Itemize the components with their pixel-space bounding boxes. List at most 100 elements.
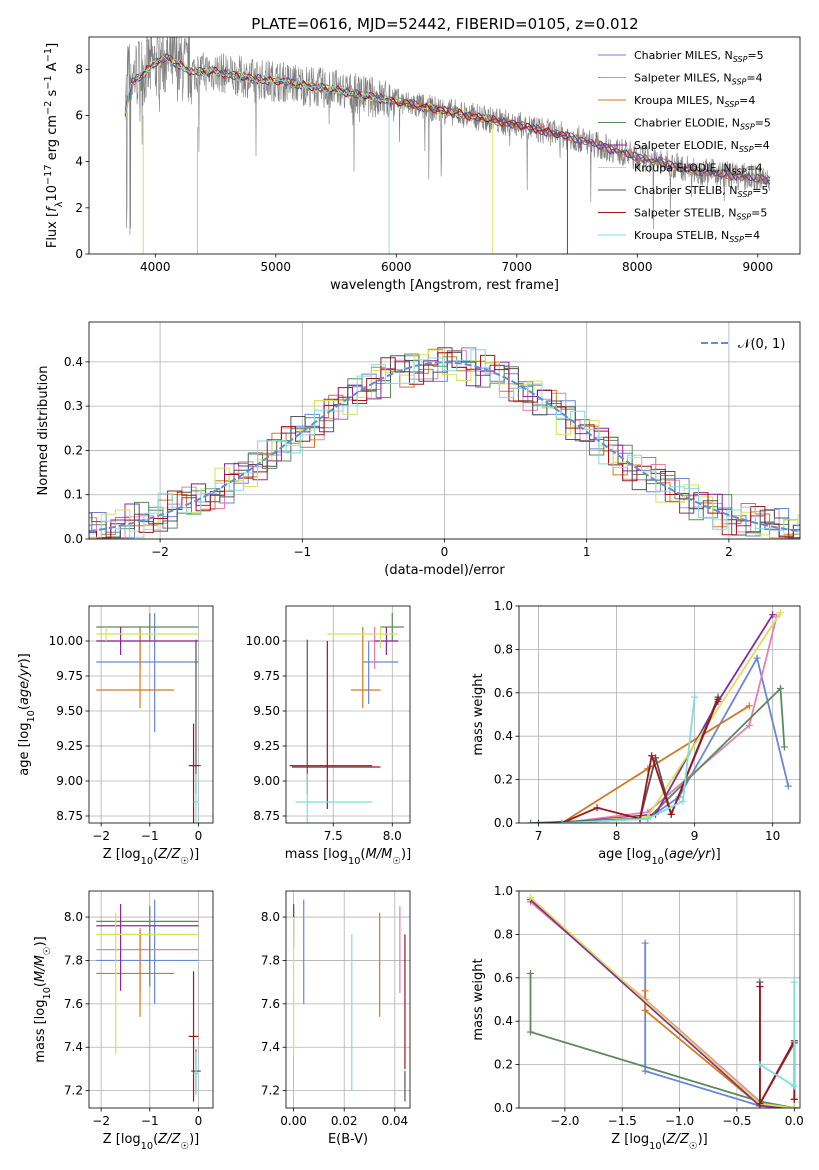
y-axis-label-part: M/M bbox=[33, 955, 48, 982]
errorbar-point bbox=[380, 613, 405, 641]
series-marker bbox=[526, 969, 534, 977]
legend-label-sub: SSP bbox=[724, 100, 739, 109]
y-tick-label: 4 bbox=[75, 155, 83, 169]
x-tick-label: 0.04 bbox=[381, 1114, 408, 1128]
y-tick-label: 0.2 bbox=[64, 443, 83, 457]
series-marker bbox=[535, 819, 543, 823]
y-axis-label-part: ] bbox=[45, 43, 60, 48]
x-axis-label-part: 10 bbox=[141, 1141, 153, 1152]
axes-border bbox=[88, 890, 214, 1109]
x-axis-label: Z [log10(Z/Z☉)] bbox=[103, 847, 200, 867]
errorbar-point bbox=[96, 899, 199, 1004]
axes-border bbox=[285, 890, 411, 1109]
series-marker bbox=[784, 782, 792, 790]
series-marker bbox=[526, 894, 534, 902]
x-axis-label-part: age/yr bbox=[669, 847, 712, 862]
y-tick-label: 9.00 bbox=[56, 774, 83, 788]
plot-area bbox=[89, 347, 800, 539]
series-marker bbox=[526, 1028, 534, 1036]
series-line bbox=[529, 973, 795, 1108]
series-marker bbox=[667, 810, 675, 818]
x-axis-label-part: ☉ bbox=[392, 856, 401, 867]
legend-label: Chabrier MILES, NSSP=5 bbox=[634, 49, 764, 64]
y-axis-label-part: λ bbox=[54, 201, 65, 207]
y-axis-label-part: Flux [ bbox=[45, 212, 60, 248]
x-axis-label-part: )] bbox=[698, 1132, 708, 1147]
y-tick-label: 7.2 bbox=[261, 1084, 280, 1098]
series-marker bbox=[691, 693, 699, 701]
x-axis-label: (data-model)/error bbox=[384, 563, 505, 578]
y-axis-label-part: )] bbox=[17, 653, 32, 663]
axes-border bbox=[518, 890, 801, 1109]
y-tick-label: 9.25 bbox=[253, 739, 280, 753]
y-tick-label: 7.4 bbox=[261, 1040, 280, 1054]
x-tick-label: 0.00 bbox=[280, 1114, 307, 1128]
y-tick-label: 9.50 bbox=[253, 704, 280, 718]
legend-label-tail: =5 bbox=[752, 184, 768, 197]
x-tick-label: 0 bbox=[195, 829, 203, 843]
y-tick-label: 1.0 bbox=[494, 884, 513, 898]
series-marker bbox=[558, 819, 566, 823]
legend-label-sub: SSP bbox=[736, 213, 751, 222]
legend-label-text: Chabrier ELODIE, N bbox=[634, 117, 740, 130]
x-axis-label-part: )] bbox=[189, 1132, 199, 1147]
x-tick-label: −1 bbox=[293, 545, 311, 559]
series-marker bbox=[679, 797, 687, 805]
x-tick-label: 0 bbox=[195, 1114, 203, 1128]
legend-label-text: Kroupa STELIB, N bbox=[634, 229, 729, 242]
series-line bbox=[644, 990, 795, 1108]
x-axis-label-part: age [log bbox=[598, 847, 651, 862]
y-axis-label-part: age/yr bbox=[17, 662, 32, 705]
y-tick-label: 9.75 bbox=[56, 669, 83, 683]
x-axis-label-part: Z [log bbox=[103, 847, 141, 862]
y-axis-label-part: mass weight bbox=[471, 673, 486, 755]
y-tick-label: 9.00 bbox=[253, 774, 280, 788]
series-marker bbox=[790, 978, 798, 986]
legend-label: Kroupa ELODIE, NSSP=4 bbox=[634, 162, 763, 177]
x-tick-label: −1.0 bbox=[665, 1114, 694, 1128]
errorbar-point bbox=[289, 639, 373, 794]
y-tick-label: 8.75 bbox=[253, 809, 280, 823]
y-tick-label: 10.00 bbox=[49, 634, 83, 648]
residual-histogram bbox=[89, 348, 800, 539]
x-axis-label: Z [log10(Z/Z☉)] bbox=[103, 1132, 200, 1152]
y-axis-label-part: mass [log bbox=[33, 1000, 48, 1063]
y-tick-label: 0.3 bbox=[64, 399, 83, 413]
plot-area bbox=[527, 609, 792, 823]
grid bbox=[286, 891, 410, 1108]
axes-frame: 4000 5000 6000 7000 8000 9000 0 2 4 6 8 wavelength … bbox=[43, 36, 801, 293]
plot-area bbox=[96, 899, 201, 1102]
legend-label-sub: SSP bbox=[740, 123, 755, 132]
plot-area bbox=[96, 613, 201, 823]
x-tick-label: −2 bbox=[92, 1114, 110, 1128]
y-tick-label: 0.8 bbox=[494, 642, 513, 656]
series-marker bbox=[745, 721, 753, 729]
errorbar-point bbox=[96, 627, 175, 709]
x-axis-label-part: Z/Z bbox=[157, 847, 181, 862]
mass-weight-series bbox=[756, 978, 798, 1108]
y-tick-label: 8.0 bbox=[261, 910, 280, 924]
legend-label-text: Salpeter MILES, N bbox=[634, 72, 732, 85]
y-axis-label: mass weight bbox=[471, 958, 486, 1040]
y-tick-label: 6 bbox=[75, 108, 83, 122]
errorbar-point bbox=[96, 613, 199, 732]
x-axis-label-part: Z [log bbox=[611, 1132, 649, 1147]
axes-mass_vs_EBV: 0.00 0.02 0.04 7.2 7.4 7.6 7.8 8.0 E(B-V) bbox=[261, 890, 411, 1147]
x-axis-label-part: 10 bbox=[649, 1141, 661, 1152]
legend-label-tail: =4 bbox=[739, 94, 755, 107]
x-tick-label: 0.0 bbox=[785, 1114, 804, 1128]
plot-area bbox=[124, 37, 771, 254]
series-marker bbox=[753, 654, 761, 662]
legend-label-text: Chabrier MILES, N bbox=[634, 49, 733, 62]
errorbar-point bbox=[193, 1051, 199, 1095]
errorbar-point bbox=[96, 627, 199, 655]
axes-frame: 0.00 0.02 0.04 7.2 7.4 7.6 7.8 8.0 E(B-V) bbox=[261, 890, 411, 1147]
grid bbox=[286, 606, 410, 823]
legend-label-sub: SSP bbox=[738, 190, 753, 199]
x-axis-label: Z [log10(Z/Z☉)] bbox=[611, 1132, 708, 1152]
y-tick-label: 7.8 bbox=[64, 953, 83, 967]
series-marker bbox=[769, 611, 777, 619]
mass-weight-series bbox=[558, 693, 699, 823]
y-tick-label: 0.2 bbox=[494, 1058, 513, 1072]
x-axis-label-part: )] bbox=[711, 847, 721, 862]
